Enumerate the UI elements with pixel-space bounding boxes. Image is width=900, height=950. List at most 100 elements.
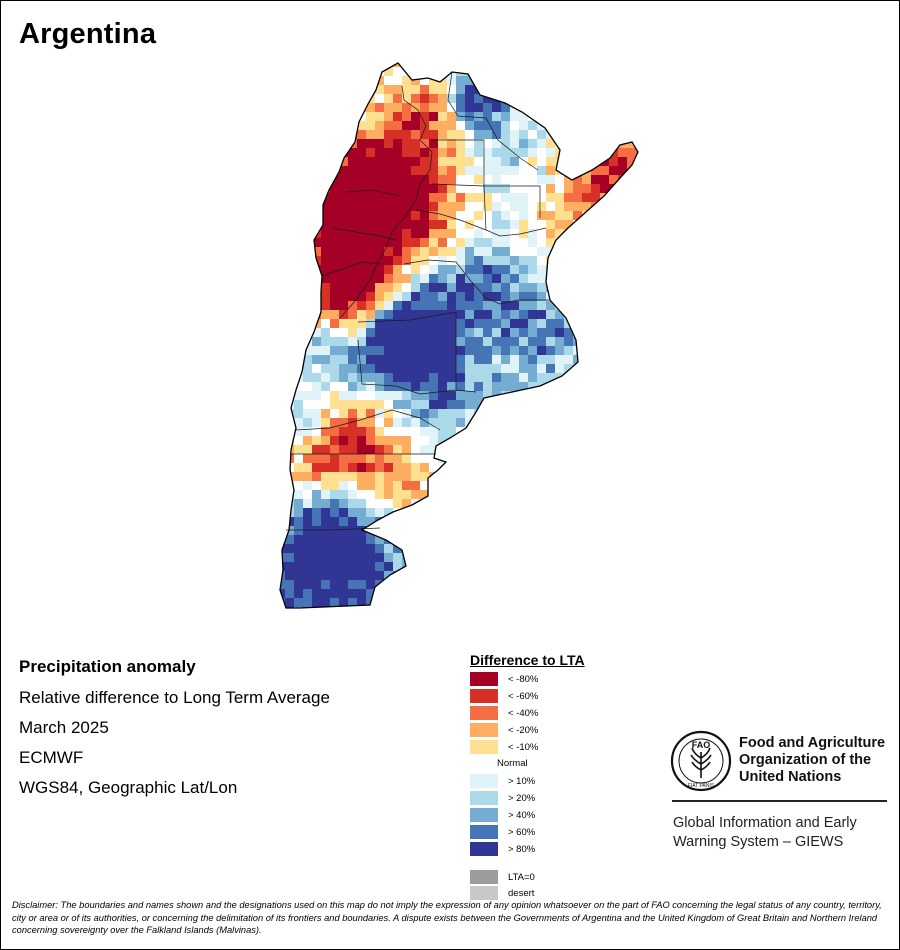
grid-cell [537, 76, 546, 85]
grid-cell [447, 418, 456, 427]
grid-cell [591, 571, 600, 580]
grid-cell [321, 328, 330, 337]
grid-cell [411, 85, 420, 94]
grid-cell [627, 364, 636, 373]
grid-cell [447, 607, 456, 608]
grid-cell [375, 202, 384, 211]
grid-cell [303, 463, 312, 472]
grid-cell [510, 130, 519, 139]
grid-cell [465, 310, 474, 319]
grid-cell [280, 463, 285, 472]
grid-cell [438, 607, 447, 608]
grid-cell [528, 526, 537, 535]
grid-cell [447, 445, 456, 454]
grid-cell [519, 463, 528, 472]
grid-cell [618, 400, 627, 409]
grid-cell [618, 67, 627, 76]
grid-cell [429, 85, 438, 94]
grid-cell [528, 310, 537, 319]
grid-cell [420, 274, 429, 283]
grid-cell [280, 382, 285, 391]
grid-cell [420, 112, 429, 121]
grid-cell [483, 445, 492, 454]
grid-cell [582, 391, 591, 400]
grid-cell [393, 184, 402, 193]
grid-cell [411, 517, 420, 526]
grid-cell [393, 346, 402, 355]
info-title: Precipitation anomaly [19, 657, 196, 676]
grid-cell [564, 283, 573, 292]
grid-cell [600, 427, 609, 436]
grid-cell [285, 238, 294, 247]
grid-cell [510, 229, 519, 238]
grid-cell [465, 121, 474, 130]
grid-cell [303, 184, 312, 193]
grid-cell [555, 247, 564, 256]
grid-cell [465, 274, 474, 283]
grid-cell [627, 508, 636, 517]
legend-label: > 40% [508, 809, 536, 821]
grid-cell [618, 481, 627, 490]
legend-item: > 20% [470, 791, 535, 805]
grid-cell [492, 355, 501, 364]
grid-cell [447, 346, 456, 355]
grid-cell [420, 382, 429, 391]
grid-cell [429, 265, 438, 274]
grid-cell [456, 238, 465, 247]
grid-cell [483, 63, 492, 67]
grid-cell [366, 112, 375, 121]
grid-cell [429, 346, 438, 355]
grid-cell [555, 508, 564, 517]
grid-cell [366, 436, 375, 445]
grid-cell [285, 121, 294, 130]
info-date: March 2025 [19, 718, 109, 737]
legend-label: > 20% [508, 792, 536, 804]
grid-cell [582, 553, 591, 562]
grid-cell [636, 373, 638, 382]
grid-cell [546, 508, 555, 517]
grid-cell [474, 571, 483, 580]
grid-cell [357, 526, 366, 535]
grid-cell [366, 292, 375, 301]
grid-cell [627, 175, 636, 184]
grid-cell [429, 391, 438, 400]
grid-cell [321, 166, 330, 175]
grid-cell [321, 436, 330, 445]
grid-cell [465, 517, 474, 526]
grid-cell [627, 94, 636, 103]
grid-cell [627, 193, 636, 202]
grid-cell [303, 121, 312, 130]
grid-cell [573, 148, 582, 157]
grid-cell [618, 112, 627, 121]
grid-cell [636, 121, 638, 130]
grid-cell [546, 157, 555, 166]
grid-cell [438, 463, 447, 472]
grid-cell [537, 148, 546, 157]
grid-cell [447, 328, 456, 337]
grid-cell [483, 184, 492, 193]
grid-cell [528, 364, 537, 373]
grid-cell [312, 409, 321, 418]
grid-cell [492, 382, 501, 391]
grid-cell [420, 562, 429, 571]
grid-cell [384, 283, 393, 292]
grid-cell [519, 499, 528, 508]
grid-cell [492, 400, 501, 409]
grid-cell [348, 175, 357, 184]
grid-cell [456, 535, 465, 544]
grid-cell [429, 274, 438, 283]
grid-cell [456, 364, 465, 373]
grid-cell [280, 229, 285, 238]
divider [672, 800, 887, 802]
grid-cell [546, 553, 555, 562]
grid-cell [348, 409, 357, 418]
grid-cell [636, 355, 638, 364]
grid-cell [447, 229, 456, 238]
grid-cell [546, 400, 555, 409]
grid-cell [339, 517, 348, 526]
grid-cell [330, 463, 339, 472]
grid-cell [465, 409, 474, 418]
grid-cell [483, 292, 492, 301]
grid-cell [564, 103, 573, 112]
grid-cell [303, 580, 312, 589]
